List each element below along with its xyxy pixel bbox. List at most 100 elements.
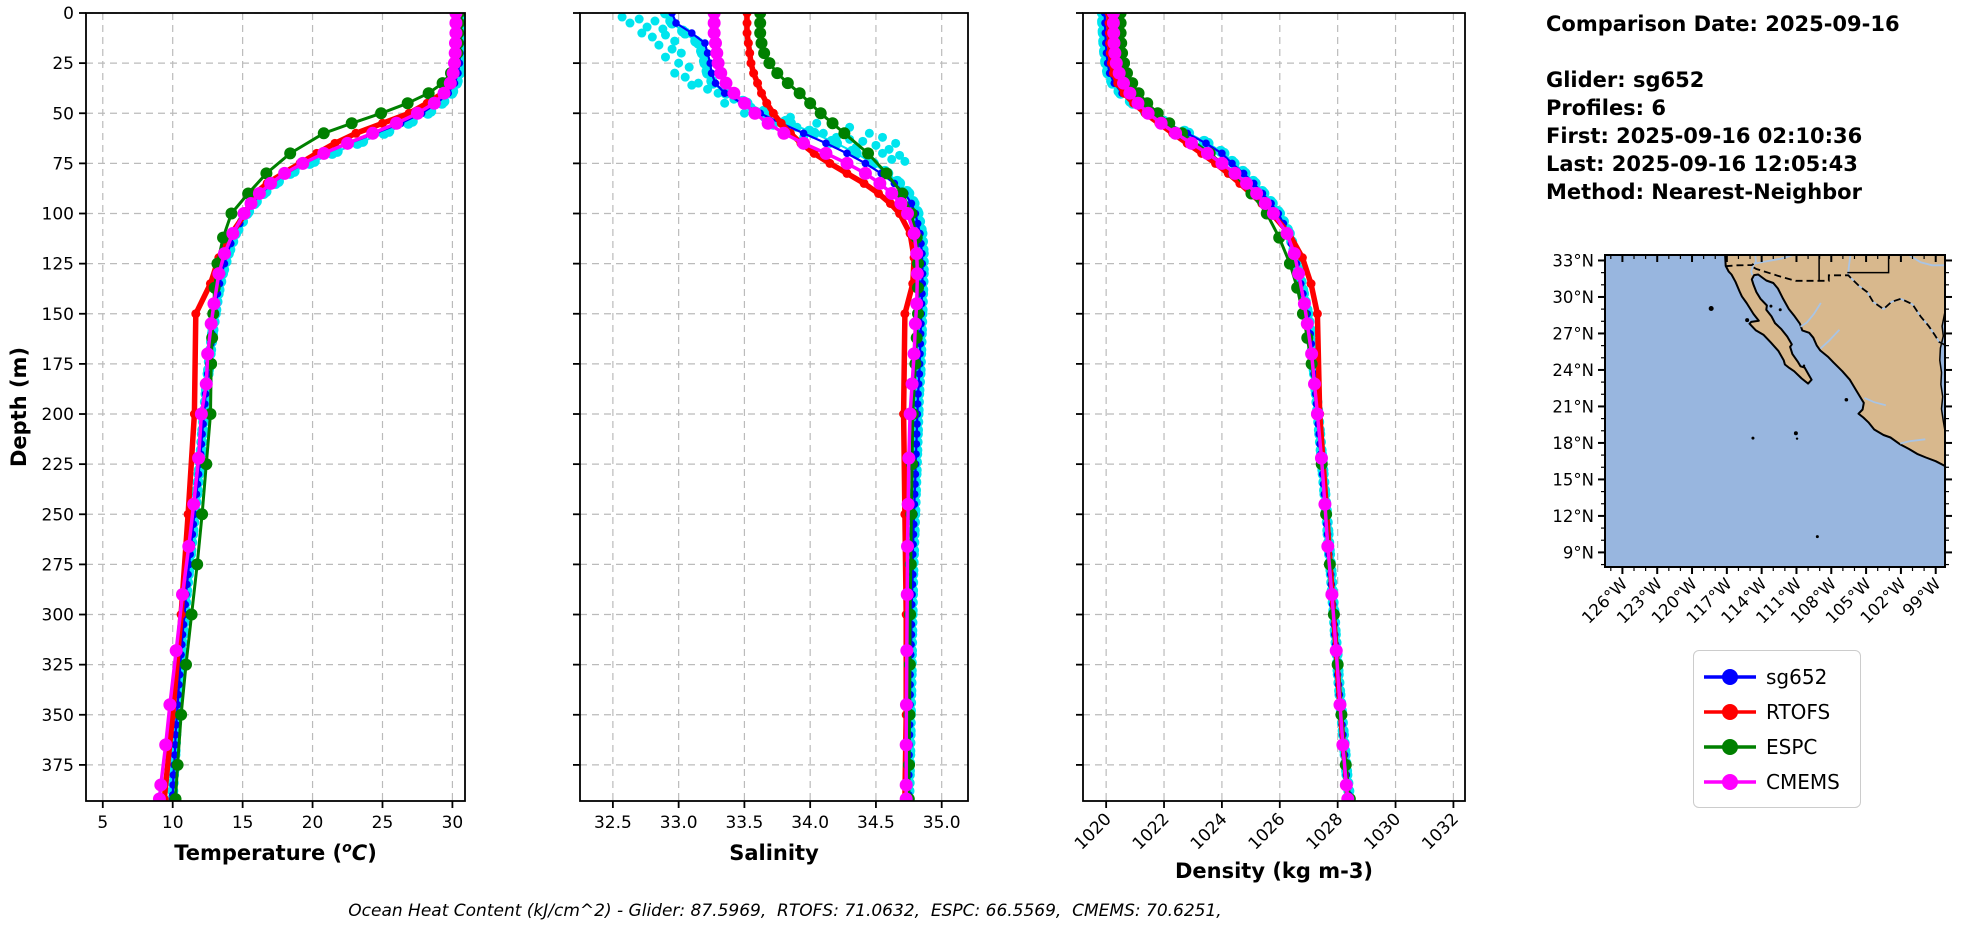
ocean-heat-content-footer: Ocean Heat Content (kJ/cm^2) - Glider: 8… (348, 901, 1222, 921)
map-island (1795, 437, 1799, 440)
depth-axis-label: Depth (m) (7, 347, 31, 467)
depth-tick-label: 175 (42, 355, 74, 375)
map-island (1815, 535, 1819, 539)
map-river (1750, 255, 1757, 276)
map-state-border (1847, 255, 1890, 274)
map-lat-label: 15°N (1552, 470, 1594, 489)
density-xtick-label: 1020 (1071, 809, 1116, 854)
depth-tick-label: 375 (42, 756, 74, 776)
density-series-CMEMS (1106, 13, 1355, 801)
map-island (1778, 308, 1782, 312)
salinity-series-glider-raw (659, 13, 929, 801)
depth-tick-label: 300 (42, 606, 74, 626)
legend-box: sg652 RTOFS ESPC CMEMS (1693, 650, 1861, 808)
density-xtick-label: 1024 (1187, 809, 1232, 854)
depth-tick-label: 25 (52, 54, 74, 74)
temperature-series-ESPC (169, 13, 465, 801)
map-lat-label: 24°N (1552, 361, 1594, 380)
map-river (1819, 329, 1841, 350)
salinity-xtick-label: 34.5 (857, 813, 895, 833)
temperature-ticks: 5 10 15 20 25 3002550751001251501752002252502… (42, 4, 464, 833)
depth-tick-label: 75 (52, 154, 74, 174)
density-xtick-label: 1030 (1360, 809, 1405, 854)
map-river (1864, 397, 1887, 407)
info-gap (1546, 38, 1900, 66)
density-chart: 1020 1022 1024 1026 1028 1030 1032 Density (kg … (1071, 12, 1466, 883)
legend-label: ESPC (1766, 734, 1818, 759)
info-panel: Comparison Date: 2025-09-16 Glider: sg65… (1546, 10, 1900, 206)
glider-name-text: Glider: sg652 (1546, 68, 1705, 92)
legend-label: RTOFS (1766, 699, 1831, 724)
salinity-chart: 32.5 33.0 33.5 34.0 34.5 35.0 Salinity (573, 12, 969, 865)
density-xtick-label: 1032 (1418, 809, 1463, 854)
salinity-ticks: 32.5 33.0 33.5 34.0 34.5 35.0 (573, 12, 961, 833)
depth-tick-label: 350 (42, 706, 74, 726)
density-xtick-label: 1028 (1302, 809, 1347, 854)
temperature-series-sg652 (168, 13, 465, 801)
legend-marker-ESPC (1704, 738, 1756, 755)
legend-item-sg652: sg652 (1702, 659, 1856, 694)
temperature-chart: 5 10 15 20 25 3002550751001251501752002252502… (7, 4, 466, 865)
legend-label: sg652 (1766, 664, 1828, 689)
temperature-xtick-label: 10 (162, 813, 184, 833)
depth-tick-label: 150 (42, 305, 74, 325)
salinity-series-CMEMS (707, 13, 924, 801)
depth-tick-label: 125 (42, 255, 74, 275)
map-river (1755, 255, 1794, 265)
legend-item-RTOFS: RTOFS (1702, 694, 1856, 729)
salinity-xtick-label: 34.0 (791, 813, 829, 833)
map-island (1793, 431, 1798, 436)
map-island (1708, 306, 1714, 312)
density-xtick-label: 1026 (1245, 809, 1290, 854)
temperature-xtick-label: 30 (442, 813, 464, 833)
depth-tick-label: 200 (42, 405, 74, 425)
depth-tick-label: 275 (42, 555, 74, 575)
method-text: Method: Nearest-Neighbor (1546, 180, 1862, 204)
salinity-xtick-label: 33.0 (660, 813, 698, 833)
map-gulf-coast (1939, 311, 1945, 431)
map-lat-label: 18°N (1552, 434, 1594, 453)
temperature-xtick-label: 20 (302, 813, 324, 833)
first-profile-time-text: First: 2025-09-16 02:10:36 (1546, 124, 1863, 148)
density-grid (1083, 12, 1465, 801)
legend-marker-CMEMS (1704, 773, 1756, 790)
map-island (1802, 364, 1806, 367)
location-map: 33°N30°N27°N24°N21°N18°N15°N12°N9°N126°W… (1552, 251, 1952, 627)
legend-item-ESPC: ESPC (1702, 729, 1856, 764)
map-island (1844, 397, 1849, 402)
map-land (1724, 255, 1945, 467)
map-lat-label: 27°N (1552, 324, 1594, 343)
map-river (1847, 255, 1945, 346)
map-river (1799, 302, 1822, 328)
density-xlabel: Density (kg m-3) (1175, 859, 1373, 883)
salinity-xtick-label: 32.5 (594, 813, 632, 833)
map-lon-label: 99°W (1899, 574, 1945, 620)
temperature-xtick-label: 25 (372, 813, 394, 833)
map-lat-label: 30°N (1552, 288, 1594, 307)
salinity-xtick-label: 35.0 (923, 813, 961, 833)
legend-marker-RTOFS (1704, 703, 1756, 720)
map-island (1769, 304, 1773, 308)
map-island (1745, 318, 1750, 323)
temperature-xtick-label: 5 (97, 813, 108, 833)
last-profile-time-text: Last: 2025-09-16 12:05:43 (1546, 152, 1858, 176)
temperature-xlabel: Temperature (oC) (174, 840, 377, 865)
depth-tick-label: 225 (42, 455, 74, 475)
temperature-xtick-label: 15 (232, 813, 254, 833)
depth-tick-label: 325 (42, 656, 74, 676)
salinity-xtick-label: 33.5 (725, 813, 763, 833)
depth-tick-label: 100 (42, 205, 74, 225)
legend-label: CMEMS (1766, 769, 1840, 794)
temperature-grid (86, 12, 465, 801)
density-xtick-label: 1022 (1129, 809, 1174, 854)
map-river (1900, 438, 1926, 445)
map-lat-label: 9°N (1563, 543, 1594, 562)
map-island (1751, 436, 1755, 440)
depth-tick-label: 0 (63, 4, 74, 24)
salinity-xlabel: Salinity (729, 841, 819, 865)
legend-marker-sg652 (1704, 668, 1756, 685)
map-lat-label: 21°N (1552, 397, 1594, 416)
comparison-date-text: Comparison Date: 2025-09-16 (1546, 12, 1900, 36)
